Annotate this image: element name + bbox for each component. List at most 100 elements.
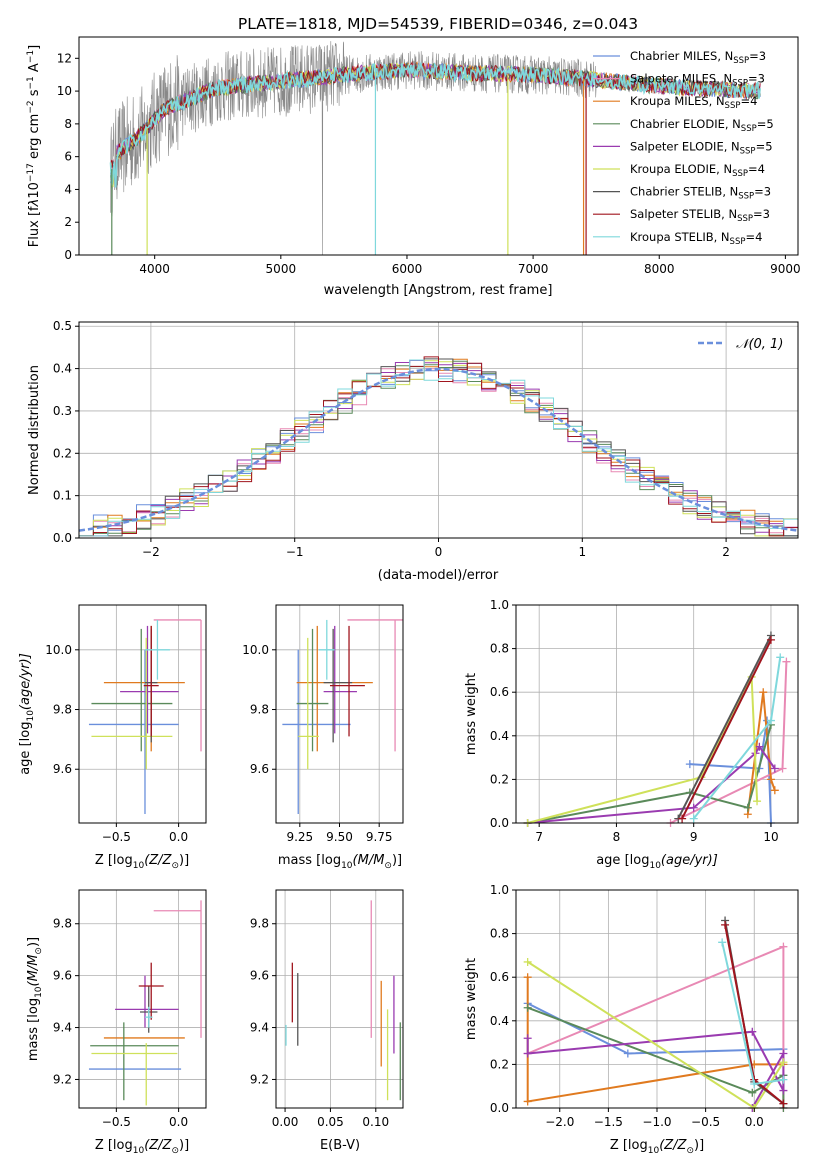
x-tick-label: 0 (435, 545, 443, 559)
x-tick-label: 0.0 (169, 830, 188, 844)
y-tick-label: 0.0 (490, 1101, 509, 1115)
x-tick-label: 0.10 (362, 1115, 389, 1129)
marker-kroupa-miles (766, 775, 775, 784)
age-vs-z-frame (78, 604, 207, 824)
marker-salpeter-elodie (755, 742, 764, 751)
weight-vs-z-ylabel: mass weight (464, 958, 479, 1040)
age-vs-mass-panel: 9.25 9.50 9.75 9.6 9.8 10.0 mass [log10(M/M⊙)… (242, 604, 404, 871)
marker-salpeter-elodie (689, 803, 698, 812)
y-tick-label: 6 (64, 150, 72, 164)
age-vs-z-ylabel: age [log10(age/yr)] (18, 653, 36, 775)
y-tick-label: 0.6 (490, 685, 509, 699)
y-tick-label: 2 (64, 215, 72, 229)
y-tick-label: 1.0 (490, 598, 509, 612)
weight-vs-age-panel: 7 8 9 10 0.0 0.2 0.4 0.6 0.8 1.0 age [log10(age/y… (464, 598, 799, 871)
marker-kroupa-miles (523, 973, 532, 982)
x-tick-label: −1.0 (642, 1115, 671, 1129)
marker-salpeter-stelib (678, 814, 687, 823)
y-tick-label: 9.8 (53, 703, 72, 717)
marker-salpeter-stelib (766, 635, 775, 644)
marker-kroupa-stelib (718, 938, 727, 947)
marker-kroupa-miles (759, 688, 768, 697)
x-tick-label: 9000 (770, 262, 801, 276)
histogram-panel: −2 −1 0 1 2 0.0 0.1 0.2 0.3 0.4 0.5 (data-model)/e… (27, 319, 799, 583)
series-line-kroupa-elodie (527, 673, 759, 824)
y-tick-label: 9.6 (250, 762, 269, 776)
marker-salpeter-elodie (779, 1086, 788, 1095)
y-tick-label: 0.5 (53, 319, 72, 333)
marker-chabrier-elodie (743, 803, 752, 812)
marker-salpeter-miles (778, 764, 787, 773)
y-tick-label: 12 (57, 51, 72, 65)
y-tick-label: 0.2 (490, 772, 509, 786)
legend-label-kroupa-miles: Kroupa MILES, NSSP=4 (630, 94, 757, 111)
x-tick-label: 2 (722, 545, 730, 559)
histogram-xlabel: (data-model)/error (378, 568, 499, 583)
legend-label-sub: SSP (738, 192, 754, 202)
age-vs-z-panel: −0.5 0.0 9.6 9.8 10.0 Z [log10(Z/Z⊙)] age [l… (18, 604, 207, 871)
mass-vs-ebv-xlabel: E(B-V) (320, 1138, 360, 1153)
series-line-chabrier-elodie (527, 1006, 785, 1108)
mass-vs-z-frame (78, 889, 207, 1109)
y-tick-label: 0 (64, 248, 72, 262)
y-tick-label: 0.2 (53, 446, 72, 460)
marker-salpeter-elodie (779, 1049, 788, 1058)
legend-label-tail: =5 (756, 139, 773, 153)
marker-chabrier-miles (623, 1049, 632, 1058)
legend-label-main: Chabrier MILES, N (630, 49, 733, 63)
y-tick-label: 0.2 (490, 1057, 509, 1071)
x-tick-label: −2.0 (545, 1115, 574, 1129)
y-tick-label: 0.1 (53, 489, 72, 503)
marker-kroupa-elodie (779, 1058, 788, 1067)
y-tick-label: 9.8 (250, 703, 269, 717)
legend-label-tail: =3 (753, 207, 770, 221)
weight-vs-z-panel: −2.0 −1.5 −1.0 −0.5 0.0 0.0 0.2 0.4 0.6 0.8 1.0 Z … (464, 883, 799, 1156)
marker-salpeter-elodie (523, 1049, 532, 1058)
marker-kroupa-stelib (750, 1080, 759, 1089)
x-tick-label: −0.5 (102, 1115, 131, 1129)
marker-chabrier-elodie (748, 1088, 757, 1097)
legend-label-sub: SSP (740, 146, 756, 156)
legend-label-main: Kroupa ELODIE, N (630, 162, 732, 176)
y-tick-label: 9.6 (53, 969, 72, 983)
age-vs-z-xlabel: Z [log10(Z/Z⊙)] (95, 853, 189, 871)
y-tick-label: 9.2 (250, 1072, 269, 1086)
marker-chabrier-elodie (523, 1003, 532, 1012)
mass-vs-ebv-frame (275, 889, 404, 1109)
x-tick-label: 8 (613, 830, 621, 844)
marker-salpeter-stelib (779, 1099, 788, 1108)
y-tick-label: 0.8 (490, 642, 509, 656)
gauss-legend-label: 𝒩(0, 1) (736, 337, 783, 352)
y-tick-label: 9.6 (53, 762, 72, 776)
marker-kroupa-stelib (779, 1075, 788, 1084)
legend-label-main: Salpeter MILES, N (630, 72, 732, 86)
marker-salpeter-elodie (748, 1027, 757, 1036)
marker-salpeter-miles (779, 942, 788, 951)
legend-label-sub: SSP (730, 237, 746, 247)
legend-label-tail: =3 (748, 72, 765, 86)
x-tick-label: 0.0 (169, 1115, 188, 1129)
age-vs-mass-xlabel: mass [log10(M/M⊙)] (278, 853, 402, 871)
y-tick-label: 9.6 (250, 969, 269, 983)
y-tick-label: 0.3 (53, 404, 72, 418)
legend-label-main: Kroupa STELIB, N (630, 230, 730, 244)
weight-vs-age-xlabel: age [log10(age/yr)] (596, 853, 718, 871)
x-tick-label: 9 (690, 830, 698, 844)
legend-label-salpeter-miles: Salpeter MILES, NSSP=3 (630, 72, 765, 89)
weight-vs-z-xlabel: Z [log10(Z/Z⊙)] (610, 1138, 704, 1156)
y-tick-label: 0.0 (490, 816, 509, 830)
legend-label-main: Chabrier STELIB, N (630, 185, 738, 199)
marker-kroupa-stelib (689, 814, 698, 823)
y-tick-label: 9.8 (250, 917, 269, 931)
mass-vs-z-xlabel: Z [log10(Z/Z⊙)] (95, 1138, 189, 1156)
y-tick-label: 1.0 (490, 883, 509, 897)
legend-label-main: Chabrier ELODIE, N (630, 117, 741, 131)
y-tick-label: 0.8 (490, 927, 509, 941)
x-tick-label: 9.50 (326, 830, 353, 844)
marker-salpeter-elodie (523, 1034, 532, 1043)
x-tick-label: −0.5 (102, 830, 131, 844)
x-tick-label: 4000 (139, 262, 170, 276)
marker-kroupa-elodie (753, 797, 762, 806)
